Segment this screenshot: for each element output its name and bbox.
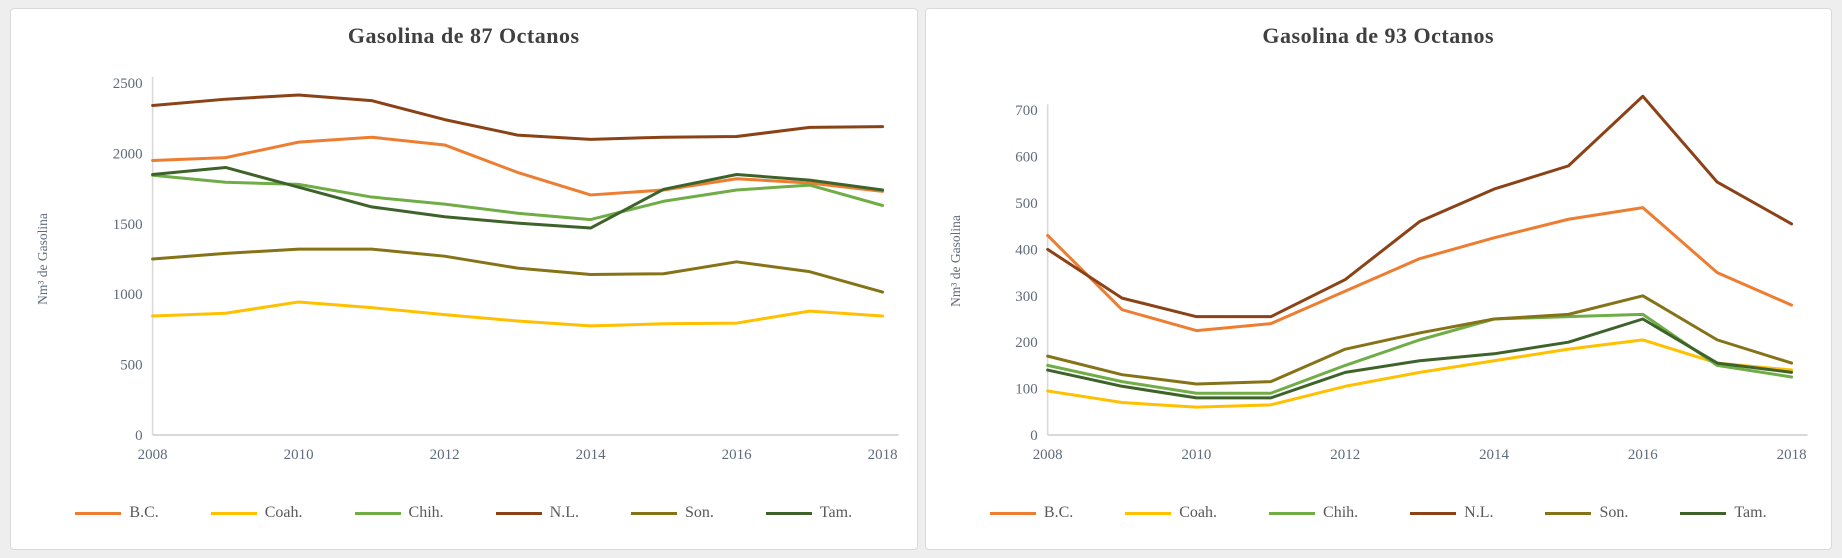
legend-line-swatch	[1125, 511, 1172, 515]
x-tick-label: 2010	[1181, 447, 1211, 463]
legend-label: Tam.	[819, 504, 853, 521]
y-tick-label: 0	[135, 428, 142, 444]
legend-item-nl: N.L.	[495, 504, 579, 522]
legend-line-swatch	[495, 511, 542, 515]
y-tick-label: 200	[1015, 335, 1037, 351]
series-line-tam	[1045, 317, 1793, 400]
legend-label: Coah.	[1179, 504, 1218, 521]
series-line-tam	[151, 165, 885, 230]
y-tick-label: 600	[1015, 150, 1037, 166]
legend-label: B.C.	[129, 504, 159, 521]
legend-line-swatch	[1269, 511, 1316, 515]
legend-item-bc: B.C.	[75, 504, 159, 522]
x-tick-label: 2016	[1627, 447, 1657, 463]
y-tick-label: 100	[1015, 382, 1037, 398]
chart-title: Gasolina de 93 Octanos	[1262, 23, 1495, 48]
legend-item-son: Son.	[630, 504, 714, 522]
series-line-chih	[151, 173, 885, 222]
legend-label: Son.	[684, 504, 714, 521]
legend-line-swatch	[1410, 511, 1457, 515]
legend-line-swatch	[210, 511, 257, 515]
legend-item-tam: Tam.	[765, 504, 853, 522]
legend-label: Tam.	[1734, 504, 1767, 521]
line-chart-87-octanos: 0 500 1000 1500 2000 2500 2008 2010 2012 2014 2016…	[35, 76, 899, 463]
legend-item-bc: B.C.	[989, 504, 1074, 522]
y-tick-label: 2000	[113, 146, 143, 162]
x-tick-label: 2014	[1479, 447, 1509, 463]
legend-line-swatch	[989, 511, 1036, 515]
chart-panel-93-octanos: Gasolina de 93 Octanos 0 100 200 300 400 500 6…	[924, 8, 1832, 550]
legend-label: N.L.	[549, 504, 579, 521]
legend-item-nl: N.L.	[1410, 504, 1493, 522]
legend-label: Coah.	[264, 504, 303, 521]
x-tick-label: 2012	[1330, 447, 1360, 463]
series-line-bc	[1045, 206, 1793, 333]
legend-label: Chih.	[408, 504, 444, 521]
x-tick-label: 2008	[1032, 447, 1062, 463]
legend-line-swatch	[75, 511, 122, 515]
series-line-chih	[1045, 312, 1793, 395]
series-line-nl	[1045, 94, 1793, 319]
x-tick-label: 2010	[284, 447, 314, 463]
series-line-son	[151, 247, 885, 294]
y-axis-title: Nm³ de Gasolina	[35, 213, 50, 305]
chart-title: Gasolina de 87 Octanos	[347, 23, 580, 48]
y-tick-label: 500	[120, 358, 142, 374]
y-tick-label: 1500	[113, 217, 143, 233]
y-tick-label: 500	[1015, 196, 1037, 212]
x-tick-label: 2014	[576, 447, 606, 463]
x-tick-label: 2012	[430, 447, 460, 463]
legend-item-coah: Coah.	[210, 504, 303, 522]
series-line-coah	[1045, 338, 1793, 409]
chart-legend: B.C. Coah. Chih. N.L. Son. Tam.	[11, 491, 917, 535]
y-tick-label: 400	[1015, 242, 1037, 258]
legend-label: Chih.	[1323, 504, 1359, 521]
legend-label: B.C.	[1043, 504, 1074, 521]
legend-line-swatch	[630, 511, 677, 515]
y-tick-label: 1000	[113, 287, 143, 303]
legend-label: N.L.	[1464, 504, 1494, 521]
y-tick-label: 300	[1015, 289, 1037, 305]
x-tick-label: 2016	[722, 447, 752, 463]
series-line-nl	[151, 93, 885, 141]
series-line-son	[1045, 294, 1793, 386]
chart-panel-87-octanos: Gasolina de 87 Octanos 0 500 1000 1500 2000 2…	[10, 8, 918, 550]
legend-line-swatch	[1545, 511, 1592, 515]
line-chart-93-octanos: 0 100 200 300 400 500 600 700 2008 2010 2012 2014 20…	[947, 94, 1808, 463]
legend-item-coah: Coah.	[1125, 504, 1217, 522]
y-tick-label: 700	[1015, 103, 1037, 119]
series-line-coah	[151, 300, 885, 328]
chart-legend: B.C. Coah. Chih. N.L. Son. Tam.	[926, 491, 1832, 535]
legend-label: Son.	[1599, 504, 1629, 521]
y-tick-label: 2500	[113, 76, 143, 92]
y-axis-title: Nm³ de Gasolina	[947, 215, 962, 307]
legend-line-swatch	[765, 511, 812, 515]
legend-item-chih: Chih.	[1269, 504, 1358, 522]
legend-item-tam: Tam.	[1680, 504, 1767, 522]
x-tick-label: 2018	[1776, 447, 1806, 463]
x-tick-label: 2008	[138, 447, 168, 463]
x-tick-label: 2018	[868, 447, 898, 463]
legend-item-son: Son.	[1545, 504, 1628, 522]
legend-item-chih: Chih.	[354, 504, 444, 522]
y-tick-label: 0	[1030, 428, 1037, 444]
legend-line-swatch	[1680, 511, 1727, 515]
legend-line-swatch	[354, 511, 401, 515]
series-line-bc	[151, 135, 885, 197]
